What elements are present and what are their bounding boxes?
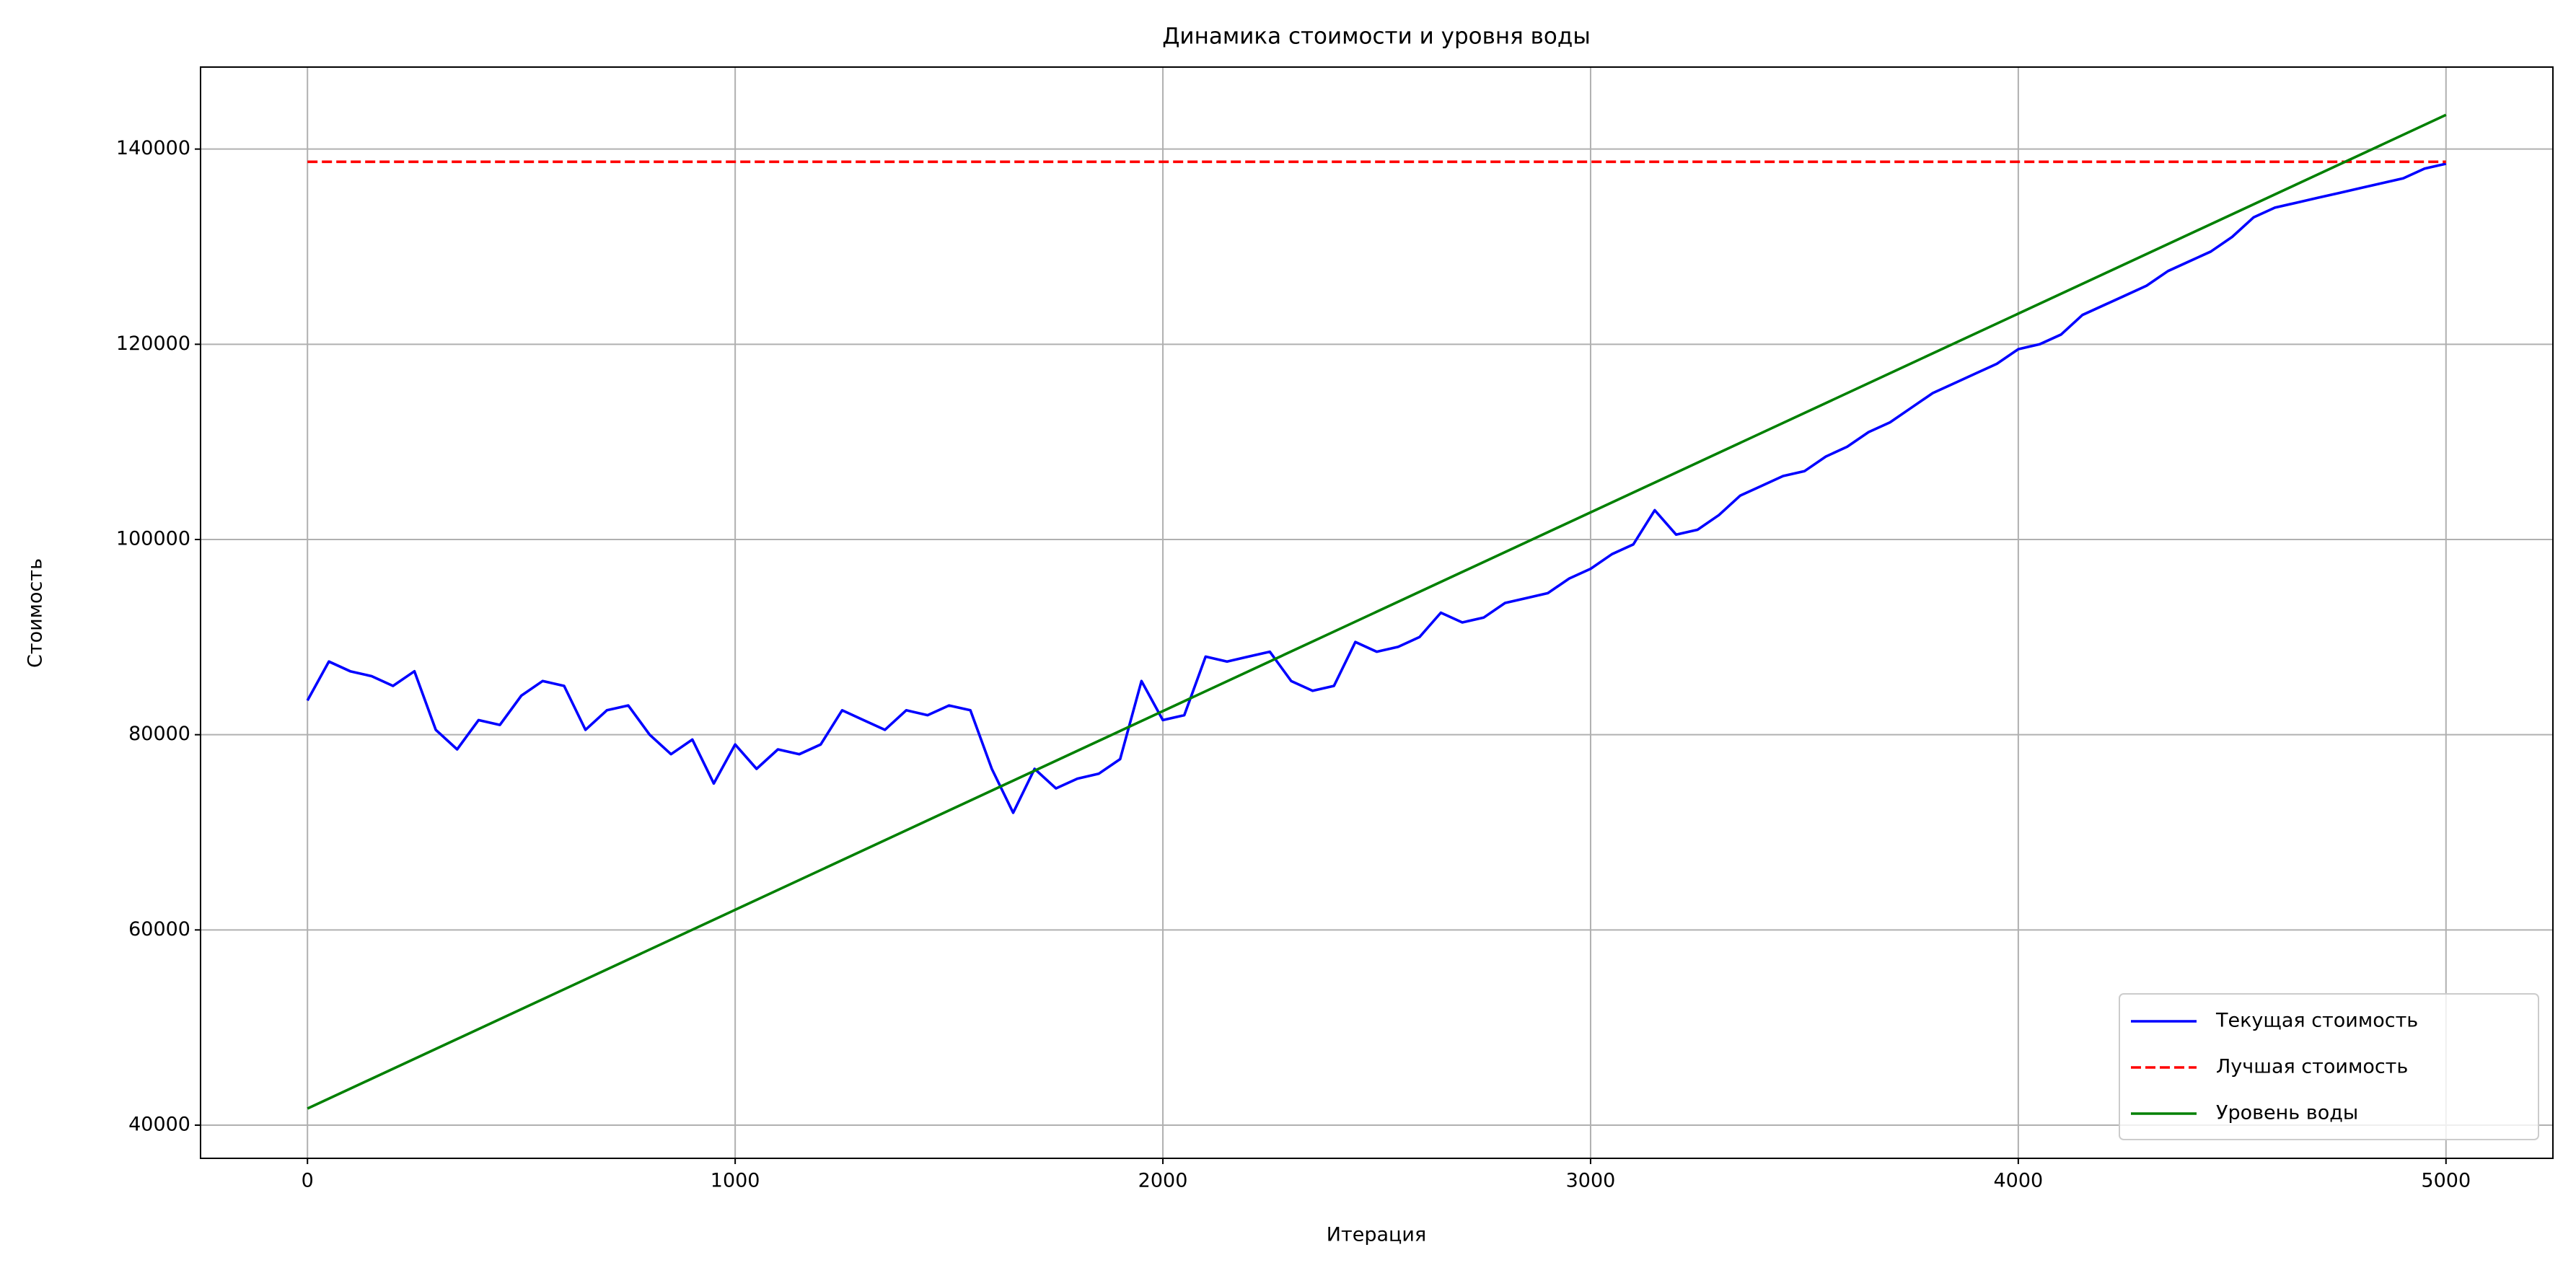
y-tick-label: 120000 [116,332,190,355]
legend-label: Лучшая стоимость [2216,1056,2408,1078]
plot-frame [200,66,2554,1159]
y-tick-label: 60000 [128,918,190,941]
y-tick-label: 80000 [128,723,190,745]
legend-label: Уровень воды [2216,1102,2358,1124]
legend-label: Текущая стоимость [2215,1010,2418,1032]
y-tick-label: 40000 [128,1113,190,1135]
chart-title: Динамика стоимости и уровня воды [1162,24,1591,50]
x-tick-label: 0 [302,1170,314,1192]
series-line [306,162,2447,814]
x-axis-label: Итерация [1327,1224,1426,1246]
x-tick-label: 4000 [1994,1170,2044,1192]
x-tick-label: 2000 [1138,1170,1188,1192]
x-tick-label: 1000 [711,1170,760,1192]
x-tick-label: 3000 [1566,1170,1616,1192]
y-axis-label: Стоимость [25,558,47,668]
y-tick-label: 140000 [116,137,190,159]
y-tick-label: 100000 [116,528,190,550]
legend-box [2119,993,2539,1140]
series-line [307,113,2447,1110]
x-tick-label: 5000 [2421,1170,2471,1192]
